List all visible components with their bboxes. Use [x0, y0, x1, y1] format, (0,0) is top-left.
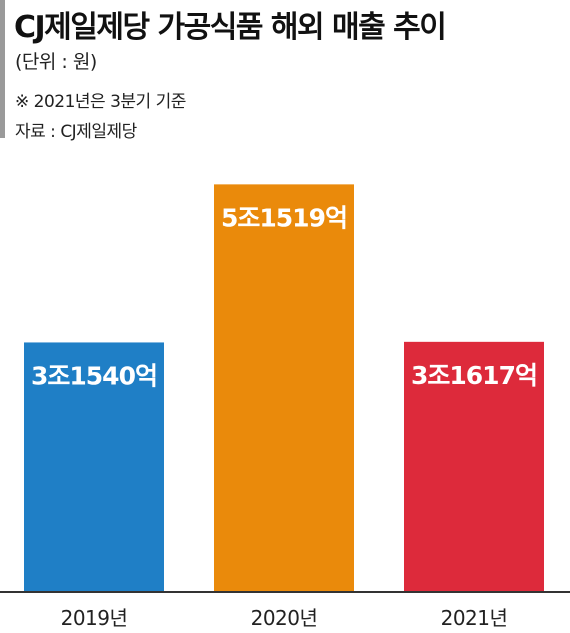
data-label-2021년: 3조1617억 — [411, 361, 537, 390]
title-accent-bar — [0, 0, 5, 138]
bar-2019년 — [24, 342, 164, 592]
category-label-2020년: 2020년 — [251, 606, 318, 630]
category-label-2021년: 2021년 — [441, 606, 508, 630]
bar-2020년 — [214, 184, 354, 592]
bar-2021년 — [404, 341, 544, 592]
data-label-2019년: 3조1540억 — [31, 361, 157, 390]
unit-label: (단위 : 원) — [15, 51, 97, 73]
chart-title: CJ제일제당 가공식품 해외 매출 추이 — [14, 10, 447, 45]
data-label-2020년: 5조1519억 — [221, 203, 347, 232]
source-label: 자료 : CJ제일제당 — [15, 122, 137, 142]
footnote: ※ 2021년은 3분기 기준 — [15, 92, 186, 112]
category-label-2019년: 2019년 — [61, 606, 128, 630]
